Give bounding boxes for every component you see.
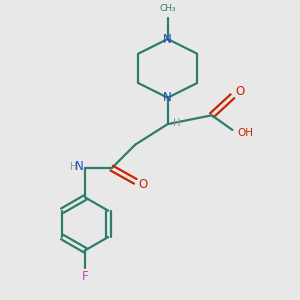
Text: F: F	[82, 270, 88, 283]
Text: N: N	[163, 32, 172, 46]
Text: O: O	[235, 85, 244, 98]
Text: N: N	[163, 91, 172, 104]
Text: N: N	[75, 160, 84, 173]
Text: O: O	[138, 178, 147, 191]
Text: H: H	[173, 118, 180, 128]
Text: H: H	[70, 162, 77, 172]
Text: OH: OH	[238, 128, 254, 138]
Text: CH₃: CH₃	[159, 4, 176, 13]
